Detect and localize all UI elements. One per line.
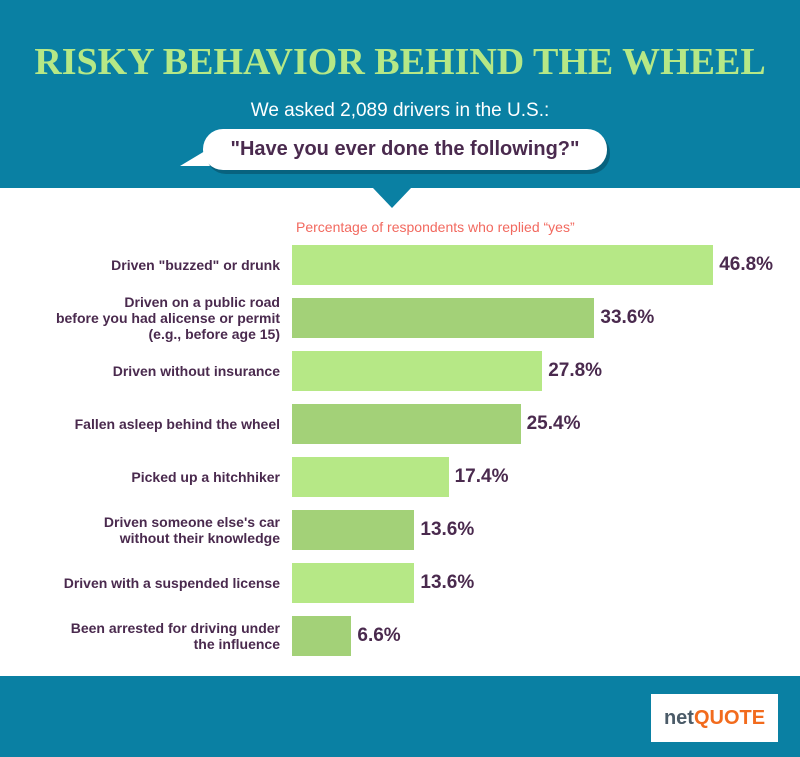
axis-caption: Percentage of respondents who replied “y…	[296, 219, 575, 235]
category-label: Been arrested for driving under the influ…	[70, 620, 280, 652]
bar	[292, 245, 714, 285]
category-label: Driven without insurance	[112, 363, 280, 379]
category-label: Driven "buzzed" or drunk	[111, 257, 280, 273]
value-label: 13.6%	[420, 519, 475, 540]
category-label: Picked up a hitchhiker	[131, 469, 280, 485]
category-label: Fallen asleep behind the wheel	[74, 416, 280, 432]
title-container: RISKY BEHAVIOR BEHIND THE WHEEL	[0, 40, 800, 84]
value-label: 27.8%	[548, 360, 603, 381]
logo-net: net	[663, 707, 694, 729]
bar	[292, 298, 595, 338]
value-label: 46.8%	[719, 254, 774, 275]
netquote-logo: netQUOTE	[651, 694, 778, 742]
category-label: Driven someone else's car without their k…	[103, 514, 280, 546]
question-bubble: "Have you ever done the following?"	[203, 129, 607, 170]
value-label: 6.6%	[357, 625, 401, 646]
value-label: 33.6%	[600, 307, 655, 328]
speech-bubble-tail	[180, 148, 210, 166]
bar	[292, 457, 449, 497]
value-label: 25.4%	[526, 413, 581, 434]
bar	[292, 616, 352, 656]
bar	[292, 510, 415, 550]
page-title: RISKY BEHAVIOR BEHIND THE WHEEL	[34, 41, 766, 83]
category-label: Driven with a suspended license	[63, 575, 280, 591]
logo-quote: QUOTE	[693, 707, 766, 729]
value-label: 13.6%	[420, 572, 475, 593]
value-label: 17.4%	[454, 466, 509, 487]
bar	[292, 404, 521, 444]
banner-pointer	[373, 188, 411, 208]
bar	[292, 563, 415, 603]
subtitle: We asked 2,089 drivers in the U.S.:	[250, 100, 550, 121]
bar	[292, 351, 543, 391]
category-label: Driven on a public road before you had al…	[55, 294, 280, 342]
